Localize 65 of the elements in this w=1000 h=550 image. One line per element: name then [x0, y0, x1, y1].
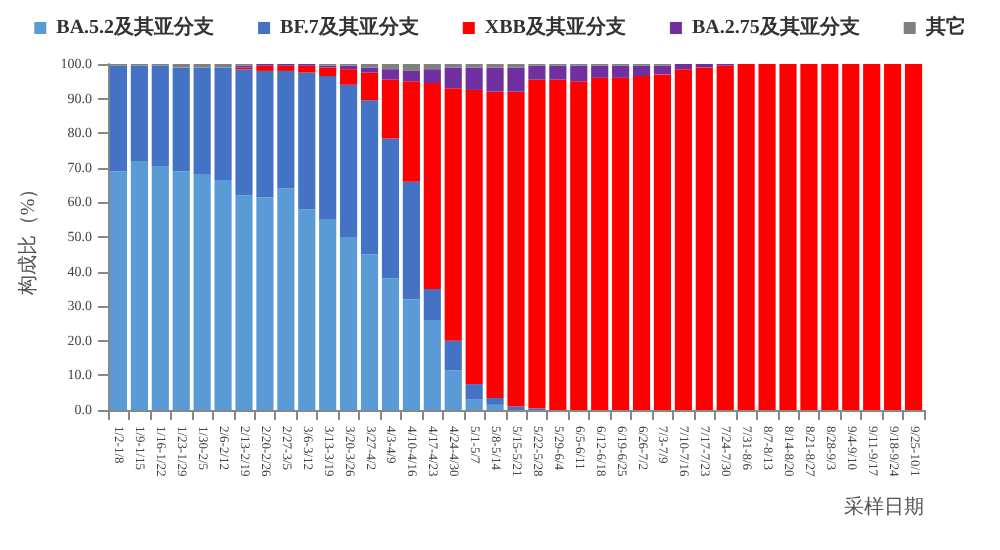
bar — [381, 278, 400, 410]
y-axis-title: 构成比（%） — [15, 178, 40, 298]
bar — [423, 64, 441, 70]
bar — [130, 65, 148, 161]
bar — [172, 67, 190, 172]
bar — [591, 77, 609, 410]
bar — [444, 340, 462, 371]
bar — [591, 65, 609, 78]
bar — [632, 65, 651, 77]
legend-label: BA.5.2及其亚分支 — [56, 15, 215, 39]
bar — [444, 67, 462, 89]
bar — [423, 320, 441, 410]
bar — [402, 181, 420, 300]
legend-label: BF.7及其亚分支 — [280, 15, 419, 39]
bar — [360, 254, 379, 410]
bar — [381, 138, 400, 279]
bar — [444, 370, 462, 410]
bar — [340, 84, 358, 237]
bar — [298, 209, 316, 410]
bar — [884, 64, 902, 410]
bar — [612, 65, 630, 78]
bar — [863, 64, 881, 410]
bar — [402, 70, 420, 82]
bar — [298, 65, 316, 73]
bar — [444, 88, 462, 341]
bar — [360, 72, 379, 101]
x-axis-title: 采样日期 — [844, 495, 924, 519]
bar — [360, 67, 379, 73]
bar — [151, 166, 169, 410]
bar — [340, 237, 358, 410]
bar — [381, 69, 400, 80]
bar — [570, 81, 588, 410]
bar — [653, 65, 672, 75]
bar — [423, 288, 441, 321]
bar — [570, 65, 588, 82]
bar — [612, 77, 630, 410]
bar — [381, 79, 400, 139]
bar — [360, 100, 379, 255]
bar — [319, 67, 337, 77]
legend-label: XBB及其亚分支 — [484, 15, 626, 39]
bar — [716, 65, 734, 410]
bar — [674, 64, 692, 70]
bar — [423, 69, 441, 84]
bar — [151, 65, 169, 167]
bar — [632, 76, 651, 410]
bar — [695, 67, 713, 410]
bar — [109, 65, 128, 172]
bar — [381, 64, 400, 70]
bar — [340, 69, 358, 85]
bar — [402, 81, 420, 182]
bar — [319, 219, 337, 410]
bar — [674, 69, 692, 410]
bar — [402, 64, 420, 71]
bar — [842, 64, 860, 410]
bar — [130, 160, 148, 410]
bar — [653, 74, 672, 410]
bar — [423, 83, 441, 289]
bar — [402, 299, 420, 410]
bar — [109, 171, 128, 410]
bar — [298, 72, 316, 210]
legend-label: BA.2.75及其亚分支 — [691, 15, 860, 39]
bar — [904, 64, 923, 410]
legend-label: 其它 — [923, 15, 966, 39]
bar — [319, 76, 337, 220]
bar — [172, 171, 190, 410]
